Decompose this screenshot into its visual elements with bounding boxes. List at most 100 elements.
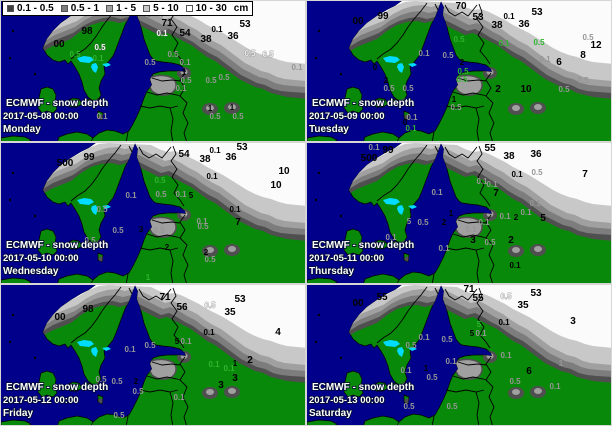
atlantic-islets (314, 313, 343, 360)
depth-label: 53 (239, 19, 251, 30)
panel-caption-title: ECMWF - snow depth (312, 382, 414, 393)
depth-label: 1 (208, 104, 213, 113)
depth-label: 3 (139, 225, 144, 234)
legend-swatch-icon (60, 5, 68, 12)
depth-label: 1 (449, 209, 454, 218)
depth-label: 500 (361, 153, 378, 164)
depth-label: 0.1 (208, 360, 220, 369)
depth-label: 36 (518, 19, 530, 30)
depth-label: 0.1 (503, 12, 515, 21)
depth-label: 2 (460, 58, 465, 67)
legend-swatch-icon (106, 5, 114, 12)
depth-label: 6 (556, 57, 562, 68)
depth-label: 0.1 (206, 172, 218, 181)
depth-label: 5 (470, 329, 475, 338)
depth-label: 0.5 (180, 76, 192, 85)
depth-label: 35 (517, 300, 529, 311)
panel-caption-datetime: 2017-05-09 00:00 (309, 111, 385, 122)
panel-caption-day: Friday (3, 408, 33, 419)
depth-label: 0.5 (94, 43, 106, 52)
depth-label: 5 (175, 337, 180, 346)
depth-label: 0.5 (426, 373, 438, 382)
depth-label: 5 (477, 320, 482, 329)
depth-label: 0.5 (484, 238, 496, 247)
panel-caption-title: ECMWF - snow depth (312, 240, 414, 251)
depth-label: 0.1 (175, 84, 187, 93)
panel-caption-day: Wednesday (3, 266, 59, 277)
depth-label: 0.1 (209, 146, 221, 155)
depth-label: 10 (520, 84, 532, 95)
panel-caption-datetime: 2017-05-08 00:00 (3, 111, 79, 122)
depth-label: 00 (352, 16, 364, 27)
depth-label: 1 (559, 359, 564, 368)
depth-label: 36 (530, 149, 542, 160)
snow-layers (347, 1, 611, 120)
panel-monday: 00 98 71 0.1 54 38 0.1 36 53 0.5 0.1 0.5 0.5 0.5 0.1 1 0… (0, 0, 306, 142)
depth-label: 0.5 (69, 50, 81, 59)
country-borders (70, 286, 189, 425)
depth-label: 0.1 (229, 205, 241, 214)
depth-label: 0.5 (204, 301, 216, 310)
depth-label: 0.5 (405, 341, 417, 350)
lakes (77, 198, 111, 215)
depth-label: 98 (82, 304, 94, 315)
panel-caption: ECMWF - snow depth 2017-05-12 00:00 Friday (2, 381, 109, 420)
depth-label: 98 (81, 26, 93, 37)
depth-label: 10 (270, 180, 282, 191)
depth-label: 0.1 (498, 318, 510, 327)
depth-label: 0.5 (95, 375, 107, 384)
depth-label: 0.1 (476, 177, 488, 186)
depth-label: 0.1 (173, 393, 185, 402)
depth-label: 3 (232, 373, 238, 384)
depth-label: 0 (373, 63, 378, 72)
atlantic-islets (314, 171, 343, 218)
legend-item: 1 - 5 (106, 2, 136, 15)
depth-label: 2 (442, 218, 447, 227)
panel-caption: ECMWF - snow depth 2017-05-10 00:00 Wednes… (2, 239, 109, 278)
atlantic-islets (8, 29, 37, 76)
depth-label: 71 (159, 292, 171, 303)
depth-label: 7 (493, 188, 499, 199)
depth-label: 0.1 (418, 49, 430, 58)
panel-caption-title: ECMWF - snow depth (6, 240, 108, 251)
depth-label: 00 (352, 298, 364, 309)
depth-label: 0.1 (179, 58, 191, 67)
depth-label: 0.5 (577, 76, 589, 85)
depth-label: 1 (146, 273, 151, 282)
depth-label: 0.5 (96, 205, 108, 214)
depth-label: 0.1 (203, 328, 215, 337)
depth-label: 54 (179, 28, 191, 39)
depth-label: 0.5 (153, 226, 165, 235)
panel-caption-datetime: 2017-05-11 00:00 (309, 253, 384, 264)
country-borders (70, 2, 189, 141)
depth-label: 12 (590, 40, 602, 51)
depth-label: 1 (97, 97, 102, 106)
depth-label: 3 (470, 235, 476, 246)
depth-label: 0.1 (96, 112, 108, 121)
depth-label: 38 (199, 154, 211, 165)
atlantic-islets (8, 313, 37, 360)
depth-label: 53 (531, 7, 543, 18)
panel-caption-datetime: 2017-05-10 00:00 (3, 253, 79, 264)
panel-saturday: 00 55 71 55 0.5 53 35 3 0.1 5 5 0.1 0.5 0.5 0.1 0.1 1 0.5… (306, 284, 612, 426)
depth-label: 2 (134, 377, 139, 386)
depth-label: 0.1 (405, 124, 417, 133)
depth-label: 0.1 (445, 357, 457, 366)
country-borders (376, 144, 495, 283)
depth-label: 70 (455, 1, 467, 12)
panel-caption-title: ECMWF - snow depth (6, 98, 108, 109)
depth-label: 4 (275, 327, 281, 338)
legend-unit: cm (233, 3, 249, 14)
depth-label: 0.5 (244, 49, 256, 58)
depth-label: 0.1 (478, 218, 490, 227)
depth-label: 1 (424, 364, 429, 373)
panel-caption-day: Thursday (309, 266, 354, 277)
country-borders (376, 286, 495, 425)
depth-label: 10 (278, 166, 290, 177)
depth-label: 0.1 (223, 364, 235, 373)
lakes (383, 56, 417, 73)
depth-label: 0.1 (124, 345, 136, 354)
